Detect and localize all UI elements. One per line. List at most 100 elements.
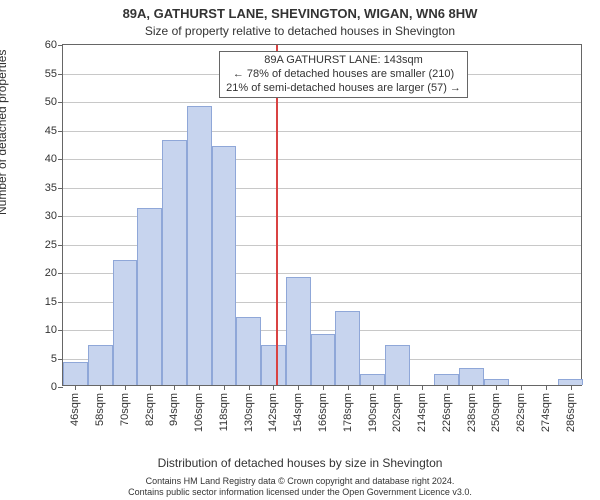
y-tick-label: 25 [45, 239, 57, 251]
annotation-line-1: 89A GATHURST LANE: 143sqm [226, 54, 461, 68]
x-tick-label: 190sqm [367, 393, 379, 432]
y-tick-label: 30 [45, 210, 57, 222]
y-tick [58, 302, 63, 303]
histogram-bar [261, 345, 286, 385]
x-tick [125, 385, 126, 390]
y-tick [58, 74, 63, 75]
histogram-bar [385, 345, 410, 385]
histogram-bar [162, 140, 187, 385]
x-tick [100, 385, 101, 390]
histogram-bar [434, 374, 459, 385]
chart-title-address: 89A, GATHURST LANE, SHEVINGTON, WIGAN, W… [0, 6, 600, 21]
y-tick-label: 20 [45, 267, 57, 279]
histogram-bar [360, 374, 385, 385]
y-tick-label: 10 [45, 324, 57, 336]
x-tick [323, 385, 324, 390]
x-tick-label: 238sqm [466, 393, 478, 432]
y-tick-label: 15 [45, 296, 57, 308]
x-tick-label: 286sqm [565, 393, 577, 432]
x-tick-label: 58sqm [94, 393, 106, 426]
x-tick-label: 154sqm [292, 393, 304, 432]
x-tick-label: 166sqm [317, 393, 329, 432]
y-tick-label: 50 [45, 96, 57, 108]
annotation-box: 89A GATHURST LANE: 143sqm ← 78% of detac… [219, 51, 468, 98]
y-tick [58, 45, 63, 46]
histogram-bar [286, 277, 311, 385]
x-tick [397, 385, 398, 390]
histogram-bar [113, 260, 138, 385]
x-tick-label: 262sqm [515, 393, 527, 432]
x-tick [571, 385, 572, 390]
x-tick [224, 385, 225, 390]
annotation-line-3: 21% of semi-detached houses are larger (… [226, 82, 461, 96]
footer-line-1: Contains HM Land Registry data © Crown c… [0, 476, 600, 487]
x-tick [521, 385, 522, 390]
x-tick [496, 385, 497, 390]
histogram-bar [88, 345, 113, 385]
x-tick [373, 385, 374, 390]
y-tick-label: 55 [45, 68, 57, 80]
histogram-bar [137, 208, 162, 385]
y-tick-label: 60 [45, 39, 57, 51]
x-tick-label: 226sqm [441, 393, 453, 432]
histogram-bar [187, 106, 212, 385]
x-tick-label: 274sqm [540, 393, 552, 432]
x-tick [273, 385, 274, 390]
x-tick [174, 385, 175, 390]
histogram-bar [459, 368, 484, 385]
plot-area: 05101520253035404550556046sqm58sqm70sqm8… [62, 44, 582, 386]
x-tick-label: 82sqm [144, 393, 156, 426]
x-tick [472, 385, 473, 390]
y-tick-label: 45 [45, 125, 57, 137]
x-tick-label: 250sqm [490, 393, 502, 432]
x-tick [199, 385, 200, 390]
y-tick [58, 131, 63, 132]
x-tick-label: 94sqm [168, 393, 180, 426]
x-tick-label: 46sqm [69, 393, 81, 426]
histogram-bar [212, 146, 237, 385]
histogram-bar [63, 362, 88, 385]
x-tick-label: 178sqm [342, 393, 354, 432]
histogram-bar [236, 317, 261, 385]
y-tick [58, 330, 63, 331]
x-tick-label: 70sqm [119, 393, 131, 426]
footer-line-2: Contains public sector information licen… [0, 487, 600, 498]
x-tick [422, 385, 423, 390]
y-axis-label: Number of detached properties [0, 50, 9, 215]
x-tick [75, 385, 76, 390]
x-tick [447, 385, 448, 390]
x-tick-label: 142sqm [267, 393, 279, 432]
gridline [63, 102, 581, 103]
y-tick [58, 387, 63, 388]
x-tick [150, 385, 151, 390]
x-tick [546, 385, 547, 390]
y-tick [58, 245, 63, 246]
x-tick [298, 385, 299, 390]
histogram-bar [311, 334, 336, 385]
y-tick-label: 40 [45, 153, 57, 165]
annotation-line-2: ← 78% of detached houses are smaller (21… [226, 68, 461, 82]
gridline [63, 159, 581, 160]
x-axis-label: Distribution of detached houses by size … [0, 456, 600, 470]
x-tick-label: 214sqm [416, 393, 428, 432]
property-size-chart: 89A, GATHURST LANE, SHEVINGTON, WIGAN, W… [0, 0, 600, 500]
y-tick [58, 102, 63, 103]
y-tick [58, 188, 63, 189]
x-tick [249, 385, 250, 390]
y-tick [58, 359, 63, 360]
gridline [63, 188, 581, 189]
y-tick-label: 0 [51, 381, 57, 393]
chart-footer: Contains HM Land Registry data © Crown c… [0, 476, 600, 498]
x-tick-label: 130sqm [243, 393, 255, 432]
x-tick [348, 385, 349, 390]
gridline [63, 131, 581, 132]
x-tick-label: 118sqm [218, 393, 230, 431]
x-tick-label: 106sqm [193, 393, 205, 432]
y-tick [58, 159, 63, 160]
histogram-bar [335, 311, 360, 385]
x-tick-label: 202sqm [391, 393, 403, 432]
y-tick-label: 5 [51, 353, 57, 365]
y-tick-label: 35 [45, 182, 57, 194]
y-tick [58, 216, 63, 217]
chart-subtitle: Size of property relative to detached ho… [0, 24, 600, 38]
